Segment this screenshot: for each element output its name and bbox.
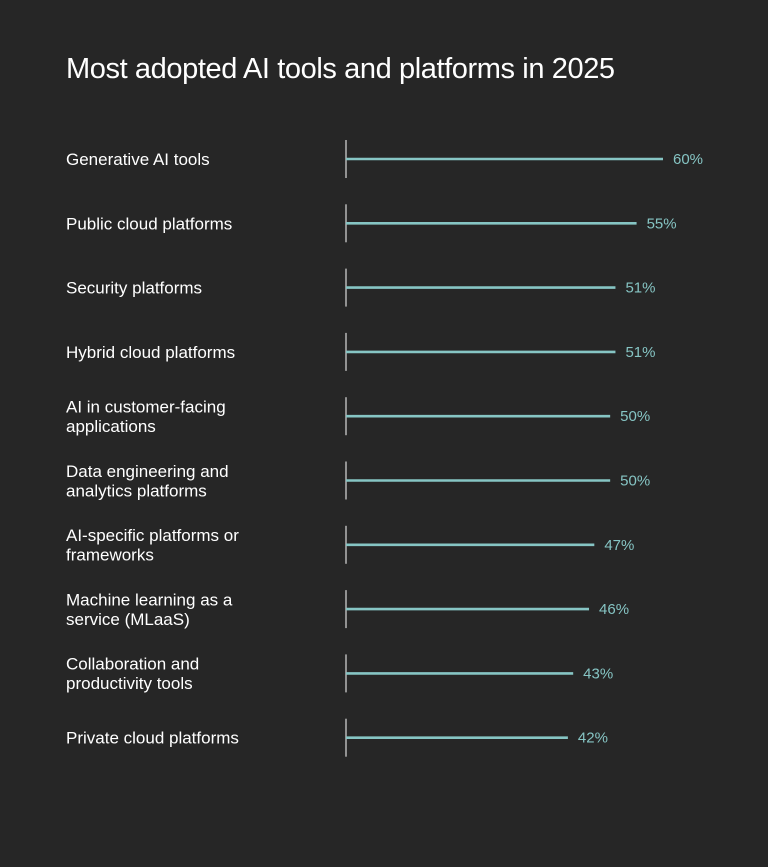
category-label-line: Private cloud platforms [66, 729, 239, 748]
category-label: Machine learning as a service (MLaaS) [66, 590, 233, 629]
category-label-line: Hybrid cloud platforms [66, 343, 235, 362]
category-label: Generative AI tools [66, 150, 210, 169]
category-label-line: Data engineering and [66, 462, 229, 481]
category-label-line: Security platforms [66, 279, 202, 298]
value-label: 42% [578, 730, 608, 747]
value-label: 55% [647, 215, 677, 232]
category-label-line: AI-specific platforms or [66, 526, 239, 545]
value-label: 50% [620, 408, 650, 425]
category-label-line: productivity tools [66, 674, 193, 693]
category-label-line: Machine learning as a [66, 590, 233, 609]
category-label-line: Collaboration and [66, 655, 199, 674]
chart-title: Most adopted AI tools and platforms in 2… [66, 53, 615, 85]
category-label-line: AI in customer-facing [66, 397, 226, 416]
category-label: AI-specific platforms or frameworks [66, 526, 239, 565]
category-label-line: analytics platforms [66, 481, 207, 500]
value-label: 46% [599, 601, 629, 618]
category-label: Data engineering and analytics platforms [66, 462, 229, 501]
value-label: 50% [620, 473, 650, 490]
category-label-line: frameworks [66, 546, 154, 565]
category-label: Collaboration and productivity tools [66, 655, 199, 694]
category-label-line: service (MLaaS) [66, 610, 190, 629]
value-label: 47% [604, 537, 634, 554]
category-label: Security platforms [66, 279, 202, 298]
category-label: Private cloud platforms [66, 729, 239, 748]
category-label-line: Public cloud platforms [66, 214, 232, 233]
category-label: AI in customer-facing applications [66, 397, 226, 436]
value-label: 51% [625, 344, 655, 361]
category-label-line: applications [66, 417, 156, 436]
category-label: Public cloud platforms [66, 214, 232, 233]
value-label: 43% [583, 665, 613, 682]
category-label: Hybrid cloud platforms [66, 343, 235, 362]
value-label: 51% [625, 280, 655, 297]
value-label: 60% [673, 151, 703, 168]
category-label-line: Generative AI tools [66, 150, 210, 169]
